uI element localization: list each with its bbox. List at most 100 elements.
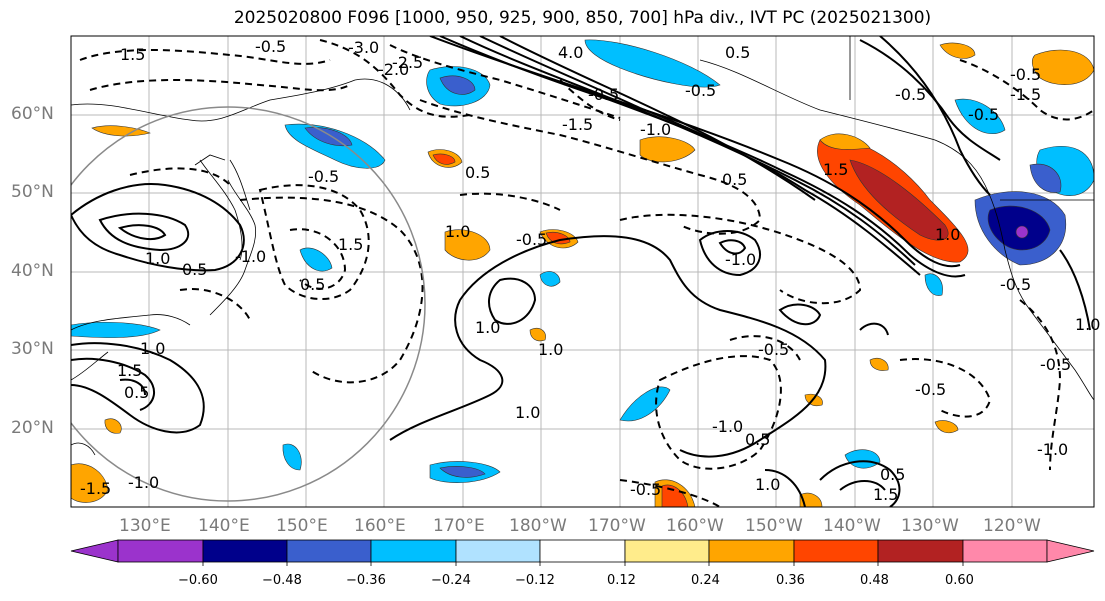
contour-label: 1.0 bbox=[538, 340, 563, 359]
colorbar-arrow-high bbox=[1046, 539, 1095, 563]
contour-label: -0.5 bbox=[895, 85, 926, 104]
positive-patch bbox=[545, 231, 571, 245]
positive-patch bbox=[432, 153, 456, 165]
lat-label: 20°N bbox=[11, 418, 54, 438]
positive-patch bbox=[529, 328, 546, 342]
contour-label: 1.5 bbox=[338, 235, 363, 254]
negative-patch bbox=[584, 39, 721, 88]
colorbar bbox=[70, 539, 1095, 566]
positive-patch bbox=[869, 358, 889, 371]
lon-label: 180°W bbox=[509, 516, 567, 536]
contour-label: 1.0 bbox=[755, 475, 780, 494]
lon-label: 130°E bbox=[119, 516, 171, 536]
lon-label: 140°E bbox=[198, 516, 250, 536]
contour-label: 0.5 bbox=[182, 260, 207, 279]
contour-label: -0.5 bbox=[588, 85, 619, 104]
contour-labels: -3.0 4.0 -2.0 -1.5 0.5 -0.5 1.5 -1.0 0.5… bbox=[80, 37, 1100, 504]
contour-label: 1.0 bbox=[935, 225, 960, 244]
contour-label: -1.5 bbox=[1010, 85, 1041, 104]
contour-label: -1.0 bbox=[235, 247, 266, 266]
colorbar-tick-label: −0.36 bbox=[346, 573, 386, 588]
positive-contours bbox=[71, 36, 1091, 507]
contour-label: 0.5 bbox=[722, 170, 747, 189]
negative-patch bbox=[954, 98, 1006, 135]
contour-label: 0.5 bbox=[725, 43, 750, 62]
map-title: 2025020800 F096 [1000, 950, 925, 900, 85… bbox=[233, 8, 932, 28]
lat-label: 60°N bbox=[11, 104, 54, 124]
contour-label: -1.0 bbox=[725, 250, 756, 269]
positive-patch bbox=[104, 418, 122, 434]
contour-label: 1.0 bbox=[145, 249, 170, 268]
contour-label: 1.0 bbox=[445, 222, 470, 241]
positive-patch bbox=[71, 463, 109, 503]
contour-label: -3.0 bbox=[348, 38, 379, 57]
positive-patch bbox=[819, 133, 871, 150]
negative-patch bbox=[539, 271, 561, 287]
contour-label: -0.5 bbox=[1040, 355, 1071, 374]
shaded-divergence bbox=[71, 39, 1094, 507]
lon-label: 150°W bbox=[745, 516, 803, 536]
contour-label: -0.5 bbox=[255, 37, 286, 56]
contour-label: -0.5 bbox=[1000, 275, 1031, 294]
contour-label: 1.5 bbox=[823, 160, 848, 179]
contour-label: 0.5 bbox=[124, 383, 149, 402]
contour-label: 1.0 bbox=[475, 318, 500, 337]
positive-patch bbox=[934, 420, 959, 434]
contour-label: -0.5 bbox=[758, 340, 789, 359]
contour-label: -1.0 bbox=[640, 120, 671, 139]
lon-label: 170°E bbox=[433, 516, 485, 536]
contour-label: -2.0 bbox=[378, 60, 409, 79]
contour-label: 1.0 bbox=[515, 403, 540, 422]
contour-label: 0.5 bbox=[465, 163, 490, 182]
negative-patch bbox=[439, 466, 486, 478]
positive-patch bbox=[1031, 49, 1094, 86]
lon-label: 140°W bbox=[823, 516, 881, 536]
colorbar-tick-label: −0.60 bbox=[178, 573, 218, 588]
contour-label: -0.5 bbox=[1010, 65, 1041, 84]
negative-patch bbox=[1029, 163, 1062, 193]
contour-label: -0.5 bbox=[308, 167, 339, 186]
negative-patch bbox=[924, 273, 943, 296]
contour-label: -1.5 bbox=[562, 115, 593, 134]
colorbar-tick-label: −0.12 bbox=[515, 573, 555, 588]
negative-patch bbox=[299, 247, 333, 272]
positive-patch bbox=[799, 492, 823, 507]
negative-patch bbox=[282, 443, 302, 471]
contour-label: 1.5 bbox=[873, 485, 898, 504]
contour-label: 1.5 bbox=[120, 45, 145, 64]
contour-label: 0.5 bbox=[745, 430, 770, 449]
lat-label: 30°N bbox=[11, 339, 54, 359]
reference-circle bbox=[71, 106, 426, 502]
positive-patch bbox=[939, 42, 976, 59]
lat-label: 40°N bbox=[11, 261, 54, 281]
colorbar-tick-label: 0.36 bbox=[776, 573, 805, 588]
lon-label: 160°E bbox=[354, 516, 406, 536]
contour-label: 1.0 bbox=[140, 339, 165, 358]
colorbar-tick-label: 0.60 bbox=[945, 573, 974, 588]
negative-patch bbox=[844, 449, 881, 469]
contour-label: -0.5 bbox=[968, 105, 999, 124]
negative-contours bbox=[79, 39, 1094, 507]
positive-patch bbox=[444, 229, 491, 261]
contour-label: 0.5 bbox=[300, 275, 325, 294]
contour-label: -0.5 bbox=[915, 380, 946, 399]
lon-label: 150°E bbox=[276, 516, 328, 536]
colorbar-tick-label: −0.48 bbox=[262, 573, 302, 588]
coastlines bbox=[71, 36, 1094, 456]
contour-label: 1.0 bbox=[1075, 315, 1100, 334]
positive-patch bbox=[639, 136, 696, 163]
lon-label: 120°W bbox=[983, 516, 1041, 536]
island-outlines bbox=[194, 154, 251, 211]
colorbar-tick-label: −0.24 bbox=[431, 573, 471, 588]
contour-label: -0.5 bbox=[685, 81, 716, 100]
lon-label: 160°W bbox=[666, 516, 724, 536]
contour-label: -1.5 bbox=[80, 479, 111, 498]
contour-label: -1.0 bbox=[1037, 440, 1068, 459]
contour-label: 4.0 bbox=[558, 43, 583, 62]
contour-label: -1.0 bbox=[128, 473, 159, 492]
negative-patch bbox=[619, 386, 671, 422]
contour-label: -2.5 bbox=[392, 53, 423, 72]
colorbar-tick-label: 0.24 bbox=[691, 573, 720, 588]
colorbar-tick-label: 0.12 bbox=[607, 573, 636, 588]
plot-frame bbox=[70, 35, 1095, 508]
